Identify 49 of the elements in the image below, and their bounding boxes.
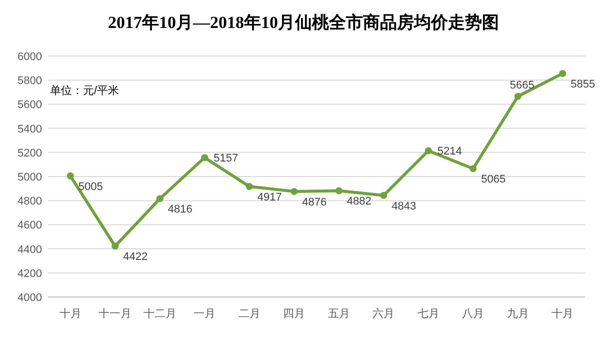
x-tick-label: 一月: [194, 308, 216, 320]
x-tick-label: 七月: [417, 307, 440, 320]
point: [514, 92, 522, 100]
x-tick-label: 八月: [462, 308, 484, 320]
y-tick-label: 4600: [18, 220, 42, 232]
x-tick-label: 六月: [372, 307, 395, 320]
y-tick-label: 5800: [18, 75, 42, 88]
data-label: 4843: [392, 200, 416, 212]
data-label: 5005: [78, 180, 103, 193]
y-tick-label: 4000: [18, 292, 42, 304]
point: [66, 172, 74, 180]
data-label: 4917: [257, 192, 282, 204]
point: [290, 188, 298, 195]
y-tick-label: 6000: [18, 51, 42, 63]
y-tick-label: 4400: [18, 244, 42, 256]
y-tick-label: 5200: [18, 147, 42, 160]
chart-title: 2017年10月—2018年10月仙桃全市商品房均价走势图: [108, 13, 499, 32]
data-label: 4876: [302, 196, 327, 208]
point: [201, 154, 208, 162]
y-tick-label: 4800: [18, 196, 42, 208]
y-tick-label: 5600: [18, 99, 42, 112]
point: [380, 192, 388, 199]
x-tick-label: 十月: [552, 307, 574, 320]
x-tick-label: 九月: [506, 307, 529, 320]
data-label: 5157: [214, 152, 238, 165]
data-label: 5065: [481, 174, 506, 186]
point: [246, 183, 253, 190]
annotation: 单位：元/平米: [50, 84, 120, 97]
data-label: 4816: [168, 204, 192, 216]
point: [559, 70, 566, 77]
y-tick-label: 5000: [18, 172, 42, 184]
data-label: 4422: [123, 251, 148, 264]
point: [470, 165, 477, 172]
point: [335, 187, 342, 194]
point: [424, 147, 432, 154]
data-label: 5214: [437, 146, 462, 158]
data-label: 5855: [570, 78, 596, 90]
x-tick-label: 二月: [238, 308, 260, 320]
point: [156, 195, 164, 202]
y-tick-label: 4200: [18, 268, 42, 280]
data-label: 5665: [510, 79, 534, 92]
x-tick-label: 十一月: [98, 307, 132, 320]
point: [112, 242, 119, 250]
x-tick-label: 十月: [59, 307, 82, 320]
x-tick-label: 四月: [283, 308, 306, 320]
x-tick-label: 五月: [328, 308, 350, 320]
y-tick-label: 5400: [18, 123, 42, 136]
data-label: 4882: [346, 196, 372, 208]
x-tick-label: 十二月: [143, 307, 176, 320]
